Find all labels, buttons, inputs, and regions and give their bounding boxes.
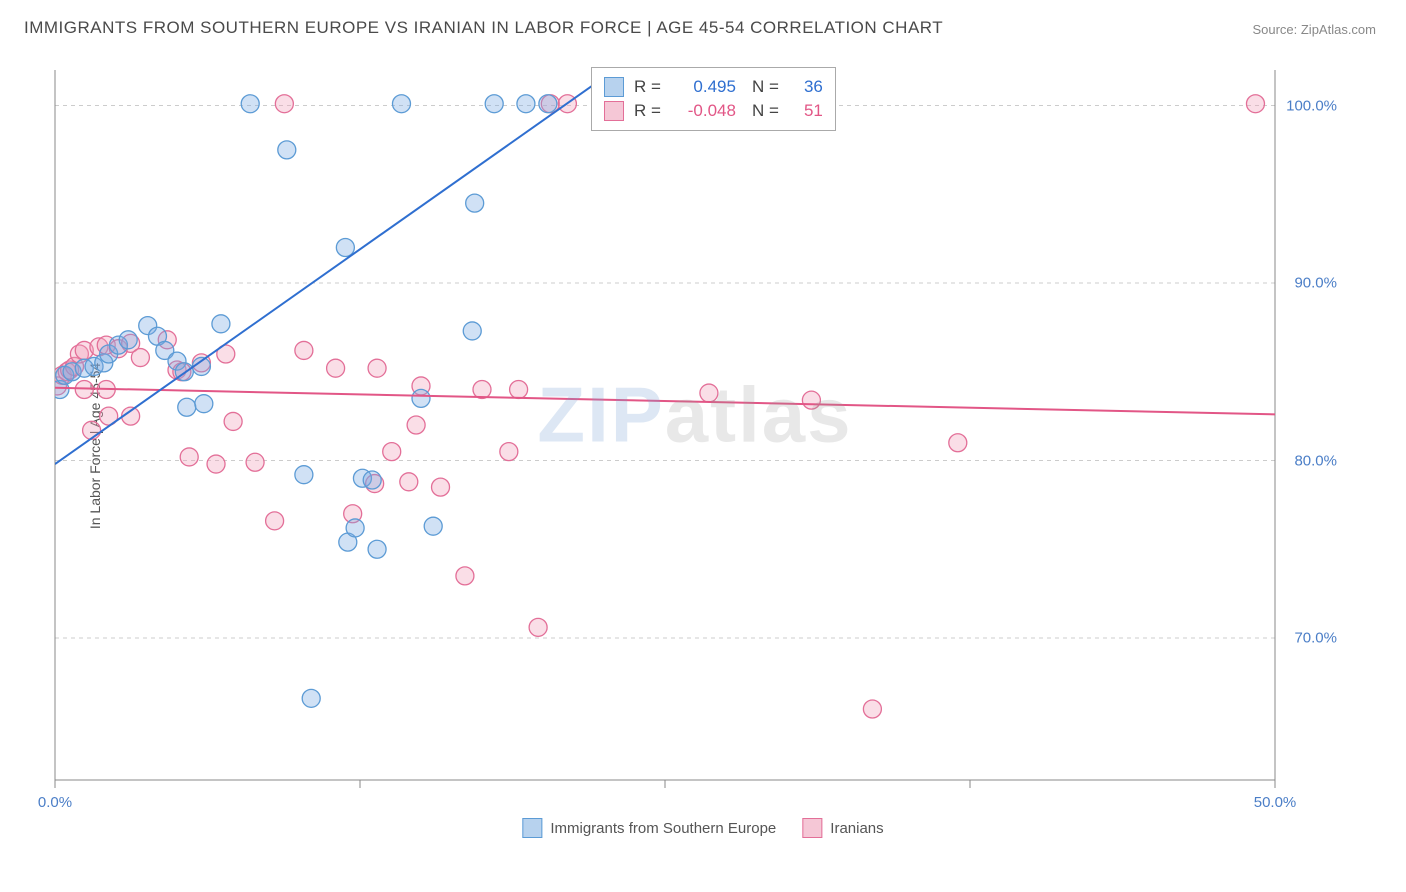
n-value-blue: 36: [789, 75, 823, 99]
label-R: R =: [634, 75, 661, 99]
swatch-pink: [604, 101, 624, 121]
legend-label-pink: Iranians: [830, 820, 883, 837]
chart-title: IMMIGRANTS FROM SOUTHERN EUROPE VS IRANI…: [24, 18, 943, 38]
xtick-label: 0.0%: [38, 794, 72, 811]
legend-item-blue: Immigrants from Southern Europe: [522, 818, 776, 838]
source-prefix: Source:: [1252, 22, 1300, 37]
ytick-label: 90.0%: [1294, 275, 1337, 292]
n-value-pink: 51: [789, 99, 823, 123]
source-link[interactable]: ZipAtlas.com: [1301, 22, 1376, 37]
ytick-label: 70.0%: [1294, 630, 1337, 647]
swatch-blue: [604, 77, 624, 97]
ytick-label: 100.0%: [1286, 97, 1337, 114]
legend-swatch-blue: [522, 818, 542, 838]
r-value-pink: -0.048: [671, 99, 736, 123]
correlation-stats-box: R = 0.495 N = 36 R = -0.048 N = 51: [591, 67, 836, 131]
source-label: Source: ZipAtlas.com: [1252, 22, 1376, 37]
scatter-plot-svg: [45, 50, 1345, 810]
legend-bottom: Immigrants from Southern Europe Iranians: [522, 818, 883, 838]
legend-label-blue: Immigrants from Southern Europe: [550, 820, 776, 837]
plot-area: ZIPatlas R = 0.495 N = 36 R = -0.048 N =…: [45, 50, 1345, 810]
r-value-blue: 0.495: [671, 75, 736, 99]
legend-swatch-pink: [802, 818, 822, 838]
legend-item-pink: Iranians: [802, 818, 883, 838]
xtick-label: 50.0%: [1254, 794, 1297, 811]
label-N2: N =: [752, 99, 779, 123]
label-R2: R =: [634, 99, 661, 123]
ytick-label: 80.0%: [1294, 452, 1337, 469]
stats-row-blue: R = 0.495 N = 36: [604, 75, 823, 99]
stats-row-pink: R = -0.048 N = 51: [604, 99, 823, 123]
label-N: N =: [752, 75, 779, 99]
